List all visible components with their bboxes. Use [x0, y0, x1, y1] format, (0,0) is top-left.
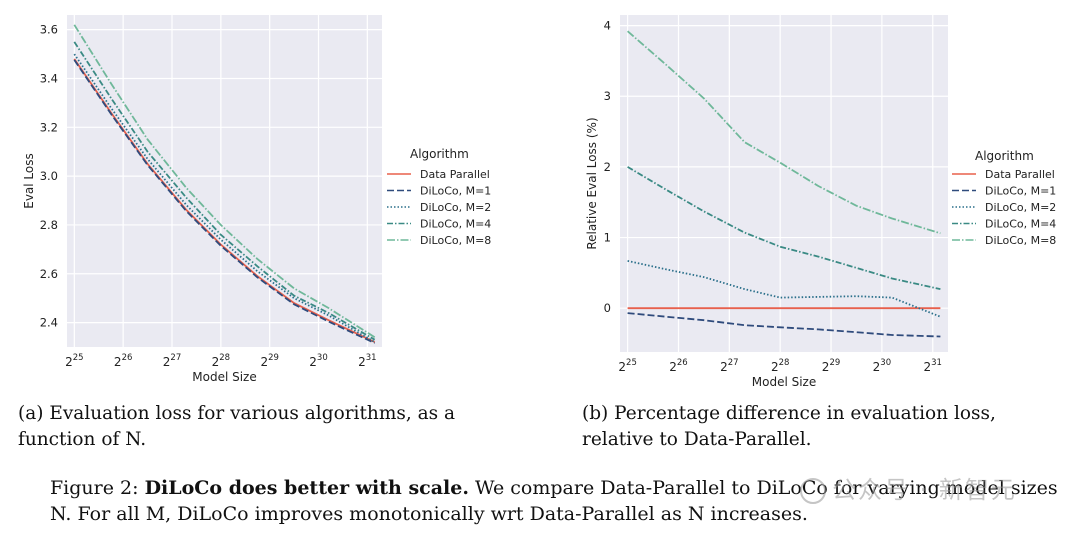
x-tick-label: 230: [309, 353, 327, 369]
legend-title: Algorithm: [975, 149, 1034, 163]
x-tick-label: 225: [65, 353, 83, 369]
legend-label: DiLoCo, M=4: [985, 218, 1056, 231]
figure-caption-text: We compare Data-Parallel to DiLoCo for v…: [50, 477, 1058, 525]
x-axis-label: Model Size: [192, 370, 256, 384]
y-tick-label: 4: [604, 19, 611, 33]
x-tick-label: 227: [720, 358, 738, 374]
y-tick-label: 2: [604, 160, 611, 174]
series-line-a-4: [73, 24, 376, 338]
legend-label: DiLoCo, M=2: [420, 201, 491, 214]
y-tick-label: 3.0: [40, 169, 58, 183]
figure-caption: Figure 2: DiLoCo does better with scale.…: [50, 475, 1060, 527]
watermark-text: 公众号 · 新智元: [832, 476, 1017, 504]
y-tick-label: 3: [604, 89, 611, 103]
legend-label: Data Parallel: [420, 168, 490, 181]
legend-label: DiLoCo, M=2: [985, 201, 1056, 214]
legend-label: DiLoCo, M=1: [985, 185, 1056, 198]
x-tick-label: 227: [163, 353, 181, 369]
legend-label: DiLoCo, M=8: [985, 234, 1056, 247]
legend-label: Data Parallel: [985, 168, 1055, 181]
series-line-b-3: [627, 166, 941, 290]
plot-area-b: [620, 15, 948, 352]
legend-title: Algorithm: [410, 147, 469, 161]
plot-area-a: [67, 15, 382, 347]
y-axis-label: Eval Loss: [22, 153, 36, 209]
x-axis-label: Model Size: [752, 375, 816, 389]
y-tick-label: 2.8: [40, 218, 58, 232]
x-tick-label: 230: [873, 358, 891, 374]
legend-label: DiLoCo, M=1: [420, 185, 491, 198]
watermark: 公众号 · 新智元: [800, 470, 1060, 516]
y-tick-label: 2.4: [40, 316, 58, 330]
figure-label: Figure 2:: [50, 477, 139, 499]
legend-label: DiLoCo, M=4: [420, 218, 491, 231]
y-tick-label: 0: [604, 301, 611, 315]
caption-b: (b) Percentage difference in evaluation …: [582, 403, 996, 450]
x-tick-label: 229: [822, 358, 840, 374]
y-tick-label: 3.4: [40, 71, 58, 85]
series-line-b-1: [627, 312, 941, 338]
series-line-a-1: [73, 59, 376, 344]
x-tick-label: 231: [924, 358, 942, 374]
figure-caption-bold: DiLoCo does better with scale.: [144, 477, 469, 499]
y-tick-label: 1: [604, 231, 611, 245]
y-tick-label: 3.2: [40, 120, 58, 134]
x-tick-label: 228: [771, 358, 789, 374]
wechat-icon: [800, 478, 826, 504]
legend-label: DiLoCo, M=8: [420, 234, 491, 247]
y-tick-label: 2.6: [40, 267, 58, 281]
chart-a: 2.4 2.6 2.8 3.0 3.2 3.4 3.6 225 226 227 228 229 230 2…: [22, 15, 491, 384]
x-tick-label: 226: [669, 358, 687, 374]
chart-b: 0 1 2 3 4 225 226 227 228 229 230 231 Model Size Rela…: [585, 15, 1056, 389]
series-line-a-3: [73, 41, 376, 341]
x-tick-label: 229: [260, 353, 278, 369]
x-tick-label: 228: [212, 353, 230, 369]
x-tick-label: 226: [114, 353, 132, 369]
x-tick-label: 231: [358, 353, 376, 369]
y-tick-label: 3.6: [40, 23, 58, 37]
y-axis-label: Relative Eval Loss (%): [585, 117, 599, 249]
x-tick-label: 225: [618, 358, 636, 374]
series-line-b-4: [627, 30, 941, 235]
caption-a: (a) Evaluation loss for various algorith…: [18, 403, 456, 450]
